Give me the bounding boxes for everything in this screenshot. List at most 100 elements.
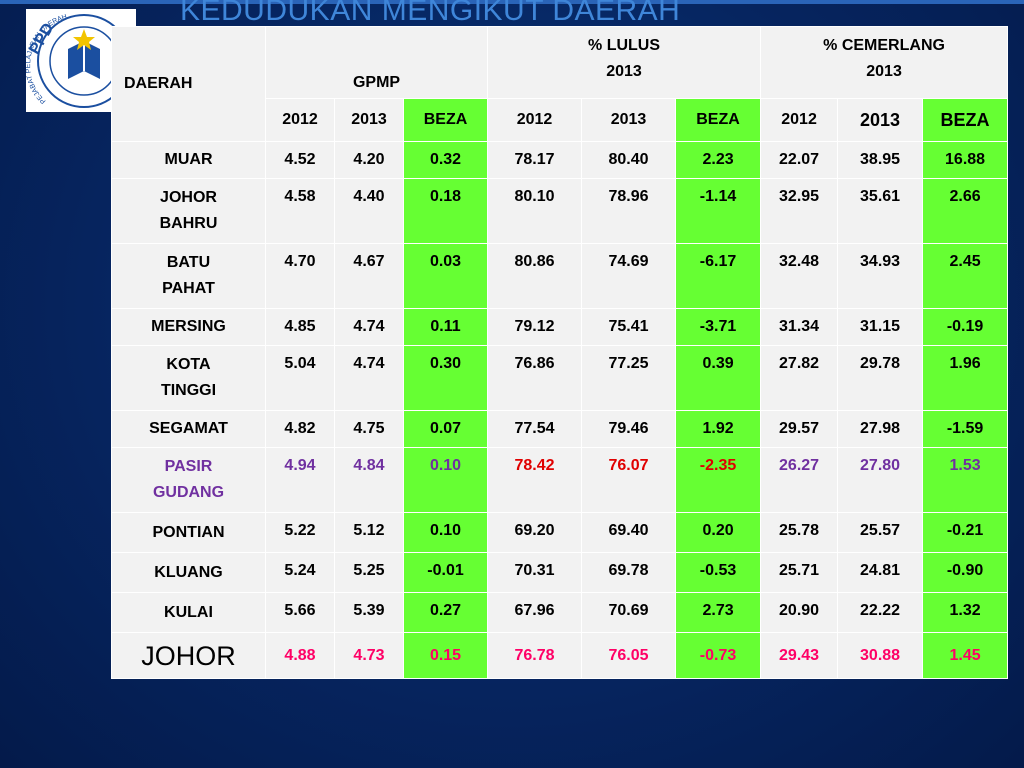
cell-value: -1.59 — [922, 410, 1009, 448]
cell-value: 25.78 — [760, 512, 839, 553]
cell-value: 4.75 — [334, 410, 404, 448]
cell-value: 32.48 — [760, 243, 839, 309]
table-row: KLUANG 5.24 5.25 -0.01 70.31 69.78 -0.53… — [111, 552, 1009, 593]
cell-value: 31.15 — [837, 308, 924, 346]
cell-value: -3.71 — [675, 308, 762, 346]
cell-value: 80.40 — [581, 141, 677, 179]
cell-value: -2.35 — [675, 447, 762, 513]
subheader-lulus-beza: BEZA — [675, 98, 762, 142]
cell-value: -1.14 — [675, 178, 762, 244]
cell-value: 4.74 — [334, 345, 404, 411]
cell-value: 0.18 — [402, 178, 489, 244]
cell-value: -0.19 — [922, 308, 1009, 346]
cell-value: 74.69 — [581, 243, 677, 309]
row-name-line1: MERSING — [151, 318, 226, 335]
row-name: PASIR GUDANG — [111, 447, 266, 513]
cell-value: 0.30 — [402, 345, 489, 411]
cell-value: 5.24 — [265, 552, 335, 593]
table-row: KULAI 5.66 5.39 0.27 67.96 70.69 2.73 20… — [111, 592, 1009, 633]
cell-value: 76.86 — [487, 345, 583, 411]
cell-value: 32.95 — [760, 178, 839, 244]
cell-value: 0.07 — [402, 410, 489, 448]
cell-value: 77.54 — [487, 410, 583, 448]
cell-value: 0.10 — [402, 447, 489, 513]
row-name: SEGAMAT — [111, 410, 266, 448]
row-name: KLUANG — [111, 552, 266, 593]
cell-value: 0.03 — [402, 243, 489, 309]
cell-value: 5.39 — [334, 592, 404, 633]
subheader-cemerlang-2013: 2013 — [837, 98, 924, 142]
cell-value: 20.90 — [760, 592, 839, 633]
cell-value: 22.07 — [760, 141, 839, 179]
row-name-line1: MUAR — [164, 151, 213, 168]
row-name-line2: TINGGI — [160, 382, 217, 399]
subheader-cemerlang-beza: BEZA — [922, 98, 1009, 142]
row-name-line1: KOTA — [166, 356, 211, 373]
cell-value: 5.12 — [334, 512, 404, 553]
cell-value: 70.31 — [487, 552, 583, 593]
cell-value: 0.32 — [402, 141, 489, 179]
ppd-logo-icon: PPD PEJABAT PELAJARAN DAERAH — [26, 14, 131, 108]
results-table: DAERAH GPMP % LULUS 2013 % CEMERLANG 201… — [111, 26, 1009, 679]
cell-value: 4.85 — [265, 308, 335, 346]
cell-value: 2.66 — [922, 178, 1009, 244]
row-name-line1: KULAI — [164, 603, 213, 621]
cell-value: 5.04 — [265, 345, 335, 411]
cell-value: 69.40 — [581, 512, 677, 553]
cell-value: 78.96 — [581, 178, 677, 244]
row-name-line1: KLUANG — [154, 563, 223, 581]
total-value: -0.73 — [675, 632, 762, 679]
cell-value: -0.01 — [402, 552, 489, 593]
total-name: JOHOR — [111, 632, 266, 679]
top-accent-bar — [0, 0, 1024, 4]
cell-value: 78.17 — [487, 141, 583, 179]
cell-value: 4.94 — [265, 447, 335, 513]
header-lulus-year: 2013 — [606, 63, 642, 80]
row-name-line2: PAHAT — [162, 280, 215, 297]
header-daerah: DAERAH — [111, 26, 266, 142]
cell-value: 0.10 — [402, 512, 489, 553]
cell-value: 1.32 — [922, 592, 1009, 633]
row-name: JOHOR BAHRU — [111, 178, 266, 244]
cell-value: 0.11 — [402, 308, 489, 346]
total-value: 1.45 — [922, 632, 1009, 679]
cell-value: 1.92 — [675, 410, 762, 448]
subheader-lulus-2012: 2012 — [487, 98, 583, 142]
cell-value: 79.12 — [487, 308, 583, 346]
cell-value: 80.86 — [487, 243, 583, 309]
header-cemerlang-label: % CEMERLANG — [823, 37, 945, 54]
slide-title: KEDUDUKAN MENGIKUT DAERAH — [180, 0, 681, 27]
subheader-row: 2012 2013 BEZA 2012 2013 BEZA 2012 2013 … — [112, 98, 1009, 142]
cell-value: 0.39 — [675, 345, 762, 411]
table-row: MUAR 4.52 4.20 0.32 78.17 80.40 2.23 22.… — [111, 141, 1009, 179]
cell-value: 79.46 — [581, 410, 677, 448]
header-lulus-label: % LULUS — [588, 37, 661, 54]
cell-value: -0.21 — [922, 512, 1009, 553]
header-cemerlang: % CEMERLANG 2013 — [760, 26, 1009, 99]
table-row-total: JOHOR 4.88 4.73 0.15 76.78 76.05 -0.73 2… — [111, 632, 1009, 679]
cell-value: 4.70 — [265, 243, 335, 309]
cell-value: 70.69 — [581, 592, 677, 633]
row-name-line1: JOHOR — [160, 189, 217, 206]
cell-value: 5.66 — [265, 592, 335, 633]
table-row: SEGAMAT 4.82 4.75 0.07 77.54 79.46 1.92 … — [111, 410, 1009, 448]
row-name: PONTIAN — [111, 512, 266, 553]
row-name: MERSING — [111, 308, 266, 346]
cell-value: 27.98 — [837, 410, 924, 448]
cell-value: -0.90 — [922, 552, 1009, 593]
total-value: 4.88 — [265, 632, 335, 679]
cell-value: 29.57 — [760, 410, 839, 448]
cell-value: 26.27 — [760, 447, 839, 513]
subheader-gpmp-2012: 2012 — [265, 98, 335, 142]
cell-value: 34.93 — [837, 243, 924, 309]
cell-value: 27.82 — [760, 345, 839, 411]
cell-value: 69.20 — [487, 512, 583, 553]
cell-value: 78.42 — [487, 447, 583, 513]
cell-value: 76.07 — [581, 447, 677, 513]
cell-value: 5.25 — [334, 552, 404, 593]
row-name: KULAI — [111, 592, 266, 633]
cell-value: 25.71 — [760, 552, 839, 593]
total-value: 76.05 — [581, 632, 677, 679]
cell-value: 4.67 — [334, 243, 404, 309]
subheader-gpmp-beza: BEZA — [402, 98, 489, 142]
